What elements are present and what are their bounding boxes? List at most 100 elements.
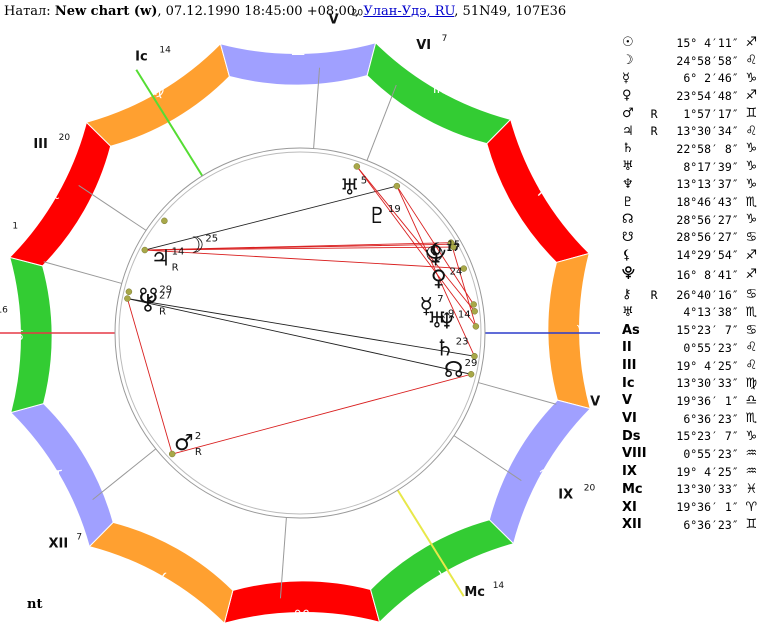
positions-row: Mc 13°30′33″ ♓ (620, 481, 762, 499)
planet-glyph-icon: ☋ (139, 284, 159, 309)
positions-row: II 0°55′23″ ♌ (620, 339, 762, 357)
positions-r (649, 498, 663, 516)
planet-glyph-icon: ☉ (425, 242, 445, 267)
positions-sym: ♄ (622, 141, 634, 157)
positions-row: ☊ 28°56′27″ ♑ (620, 211, 762, 229)
planet-degree-label: 2 (195, 431, 201, 442)
positions-pos: 6° 2′46″ (683, 71, 739, 86)
positions-row: Ic 13°30′33″ ♍ (620, 374, 762, 392)
positions-r (649, 374, 663, 392)
aspect-line (144, 246, 454, 251)
header-prefix: Натал: (4, 4, 51, 19)
planet-glyph-icon: ♆ (437, 309, 457, 334)
house-labels: As16II1III20Ic14V20VI7Ds16VIII1IX20Mc14X… (0, 9, 600, 601)
house-degree-label: 20 (584, 483, 596, 493)
house-degree-label: 1 (12, 222, 18, 232)
positions-sign: ♌ (745, 53, 758, 69)
positions-sym: II (622, 340, 632, 356)
positions-sym: ♅ (622, 159, 634, 175)
positions-r (649, 69, 663, 87)
planet-marker-dot (472, 323, 480, 330)
planet-glyph-icon: ☊ (444, 358, 464, 383)
positions-pos: 26°40′16″ (676, 287, 739, 302)
positions-row: ♂ R 1°57′17″ ♊ (620, 105, 762, 123)
aspect-line (144, 185, 397, 251)
zodiac-sign-icon: ♊ (48, 467, 63, 487)
planet-degree-label: 19 (388, 204, 401, 215)
positions-row: ♀ 23°54′48″ ♐ (620, 87, 762, 105)
positions-r (649, 357, 663, 375)
planet-degree-label: 17 (447, 243, 460, 254)
positions-pos: 14°29′54″ (676, 248, 739, 263)
positions-sign: ♒ (745, 446, 758, 462)
zodiac-sign-icon: ♓ (436, 568, 451, 588)
aspect-lines (126, 166, 477, 455)
zodiac-sign-icon: ♎ (290, 41, 305, 61)
positions-pos: 0°55′23″ (683, 446, 739, 461)
planet-degree-label: 23 (456, 336, 469, 347)
positions-r (649, 246, 663, 264)
positions-row: ♆ 13°13′37″ ♑ (620, 176, 762, 194)
positions-row: ⯓ 16° 8′41″ ♐ (620, 264, 762, 286)
inner-circle-outer (114, 147, 486, 519)
planet-marker-dot (125, 288, 133, 295)
planet-degree-label: 5 (361, 175, 367, 186)
positions-pos: 1°57′17″ (683, 106, 739, 121)
zodiac-segment (370, 519, 515, 624)
positions-pos: 22°58′ 8″ (676, 141, 739, 156)
aspect-line (356, 166, 476, 312)
house-label: XII (49, 537, 69, 552)
positions-row: ⚸ 14°29′54″ ♐ (620, 246, 762, 264)
positions-r: R (650, 124, 658, 139)
positions-r (649, 229, 663, 247)
positions-sym: ☊ (622, 212, 634, 228)
planet-degree-label: 14 (458, 309, 471, 320)
house-label: VI (416, 38, 431, 53)
planet-glyph-icon: ♅ (340, 175, 360, 200)
positions-sym: ♆ (622, 176, 634, 192)
house-degree-label: 16 (0, 305, 8, 315)
positions-row: Ds 15°23′ 7″ ♑ (620, 427, 762, 445)
chart-header: Натал: New chart (w), 07.12.1990 18:45:0… (4, 4, 566, 19)
planet-marker-dot (460, 265, 468, 272)
aspect-line (126, 298, 173, 455)
positions-sign: ♑ (745, 212, 758, 228)
positions-sign: ♑ (745, 428, 758, 444)
planet-marker-dot (353, 163, 361, 170)
positions-row: VI 6°36′23″ ♏ (620, 410, 762, 428)
house-degree-label: 20 (59, 133, 71, 143)
positions-r (649, 34, 663, 52)
positions-row: ♇ 18°46′43″ ♏ (620, 193, 762, 211)
positions-pos: 15° 4′11″ (676, 35, 739, 50)
planet-retrograde-label: R (159, 307, 166, 318)
positions-sym: ⚷ (622, 287, 632, 303)
positions-sym: XII (622, 517, 642, 533)
positions-sign: ♍ (745, 375, 758, 391)
positions-r (649, 516, 663, 534)
planet-glyph-icon: ⚷ (140, 291, 156, 316)
positions-r: R (650, 287, 658, 302)
house-degree-label: 14 (493, 581, 505, 591)
planet-glyph-icon: ♅ (427, 309, 447, 334)
positions-pos: 13°30′33″ (676, 376, 739, 391)
positions-r (649, 463, 663, 481)
positions-row: ♄ 22°58′ 8″ ♑ (620, 140, 762, 158)
planet-degree-label: 29 (159, 284, 172, 295)
positions-r (649, 176, 663, 194)
positions-r: R (650, 106, 658, 121)
aspect-line (172, 373, 472, 455)
planet-retrograde-label: R (195, 447, 202, 458)
house-cusp-line (135, 69, 204, 177)
positions-r (649, 158, 663, 176)
chart-coords: , 51N49, 107E36 (454, 4, 567, 19)
positions-sign: ♏ (745, 194, 758, 210)
positions-row: ♅ 8°17′39″ ♑ (620, 158, 762, 176)
zodiac-sign-icon: ♈ (294, 607, 309, 627)
positions-row: XII 6°36′23″ ♊ (620, 516, 762, 534)
zodiac-sign-icon: ♐ (537, 181, 552, 201)
positions-row: ☿ 6° 2′46″ ♑ (620, 69, 762, 87)
positions-r (649, 481, 663, 499)
location-link[interactable]: Улан-Удэ, RU (363, 4, 455, 19)
positions-sign: ♎ (745, 393, 758, 409)
house-label: Mc (464, 585, 485, 600)
